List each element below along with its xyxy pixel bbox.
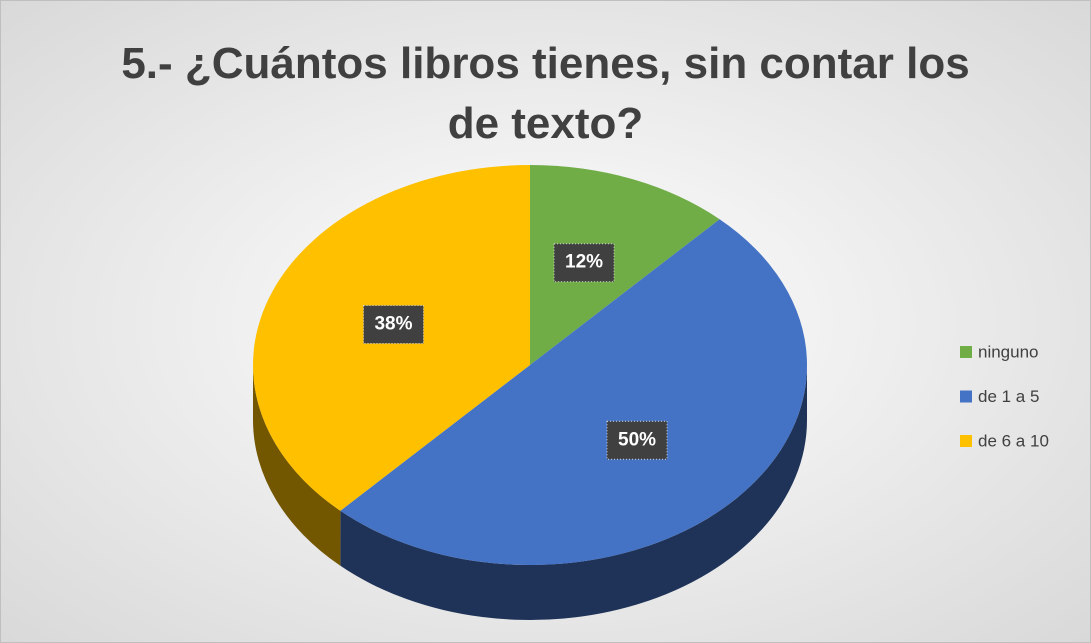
legend-label: de 6 a 10 bbox=[978, 431, 1049, 450]
data-label-box bbox=[606, 420, 668, 460]
pie-slice-side bbox=[340, 365, 807, 620]
legend-swatch bbox=[960, 435, 972, 447]
data-label: 38% bbox=[374, 314, 412, 335]
pie-slice-side bbox=[253, 365, 341, 566]
data-label-box bbox=[362, 305, 424, 345]
chart-title: 5.- ¿Cuántos libros tienes, sin contar l… bbox=[121, 39, 970, 148]
legend-swatch bbox=[960, 390, 972, 403]
legend-swatch bbox=[960, 346, 972, 358]
data-label: 12% bbox=[565, 252, 603, 273]
data-label-box bbox=[553, 243, 615, 283]
legend-label: de 1 a 5 bbox=[978, 387, 1039, 406]
pie-slice bbox=[340, 219, 807, 566]
legend-label: ninguno bbox=[978, 342, 1039, 361]
data-label: 50% bbox=[618, 429, 656, 450]
pie-slice bbox=[530, 165, 720, 365]
